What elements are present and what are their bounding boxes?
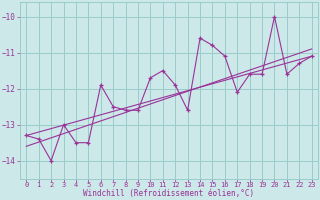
X-axis label: Windchill (Refroidissement éolien,°C): Windchill (Refroidissement éolien,°C) — [84, 189, 255, 198]
